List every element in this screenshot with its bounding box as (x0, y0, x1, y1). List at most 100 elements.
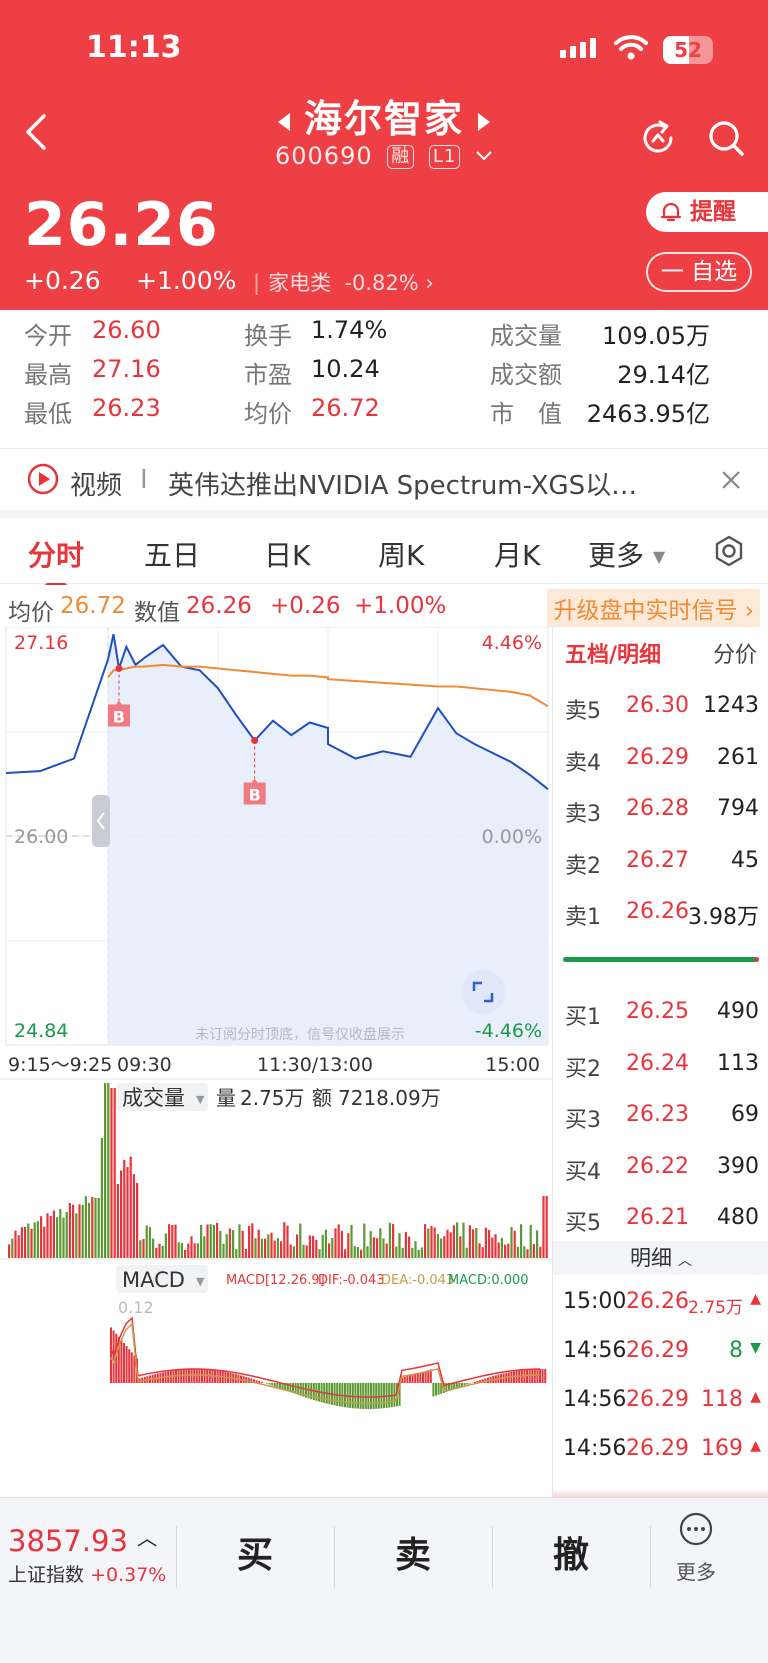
news-banner[interactable]: 视频 I 英伟达推出NVIDIA Spectrum-XGS以… (0, 448, 768, 518)
macd-bar (276, 1383, 279, 1388)
macd-bar (437, 1383, 440, 1395)
level-label: 卖4 (565, 750, 601, 776)
cancel-order-button[interactable]: 撤 (552, 1535, 589, 1576)
collapse-handle[interactable] (92, 795, 110, 847)
intraday-chart[interactable]: B B 27.16 4.46% 26.00 0.00% 24.84 -4.46% 未订阅分时顶底… (0, 627, 552, 1497)
volume-bar (520, 1224, 523, 1258)
volume-bar (408, 1236, 411, 1258)
volume-bar (292, 1246, 295, 1258)
macd-bar (258, 1381, 261, 1383)
price-area (108, 634, 548, 1045)
macd-bar (260, 1381, 263, 1383)
add-watchlist-button[interactable]: 一 自选 (646, 252, 752, 292)
macd-bar (286, 1383, 289, 1392)
macd-bar (123, 1343, 125, 1383)
macd-bar (422, 1371, 424, 1383)
level-volume: 390 (717, 1153, 759, 1179)
battery-percent: 52 (674, 38, 702, 62)
volume-bar (545, 1196, 548, 1258)
volume-bar (88, 1202, 91, 1258)
volume-bar (17, 1235, 20, 1258)
volume-bar (123, 1159, 126, 1258)
close-icon[interactable] (720, 469, 742, 491)
buy-signal-marker[interactable]: B (243, 737, 266, 805)
bottom-trade-bar: 3857.93 ︿ 上证指数 +0.37% 买 卖 撤 更多 (0, 1497, 768, 1663)
volume-bar (481, 1247, 484, 1258)
more-button[interactable]: 更多 (676, 1512, 716, 1585)
avg-label: 均价 (8, 600, 54, 626)
detail-toggle[interactable]: 明细 ︿ (553, 1241, 768, 1275)
volume-bar (43, 1226, 46, 1258)
tab-intraday[interactable]: 分时 (28, 534, 84, 588)
level-volume: 794 (717, 796, 759, 821)
back-arrow-icon[interactable] (24, 112, 48, 152)
volume-bar (523, 1246, 526, 1258)
refresh-icon[interactable] (638, 118, 678, 158)
macd-bar (195, 1369, 198, 1383)
sector-link[interactable]: | 家电类 -0.82% › (253, 271, 434, 295)
volume-bar (104, 1083, 107, 1258)
volume-bar (30, 1228, 33, 1258)
handle-bg (92, 795, 110, 847)
chevron-down-icon[interactable] (475, 150, 493, 162)
dea-line (109, 1322, 541, 1404)
more-trades-fade (553, 1489, 768, 1497)
buy-button[interactable]: 买 (236, 1535, 273, 1576)
settings-icon[interactable] (712, 534, 746, 568)
volume-bar (260, 1238, 263, 1258)
macd-bar (110, 1327, 112, 1383)
volume-bar (334, 1228, 337, 1258)
volume-bar (360, 1249, 363, 1258)
macd-bar (190, 1369, 193, 1383)
prev-stock-icon[interactable] (277, 112, 290, 131)
macd-bar (419, 1372, 422, 1383)
tab-more[interactable]: 更多 ▼ (588, 534, 665, 574)
macd-bar (198, 1369, 201, 1383)
remind-button[interactable]: 提醒 (646, 192, 768, 232)
volume-bar (283, 1222, 286, 1258)
macd-bar (182, 1369, 185, 1383)
search-icon[interactable] (706, 118, 746, 158)
macd-bar (281, 1383, 284, 1390)
volume-bar (433, 1227, 436, 1258)
macd-bar (188, 1369, 190, 1383)
chevron-left-icon (96, 812, 105, 830)
index-name-row: 上证指数 +0.37% (8, 1560, 166, 1587)
volume-bar (436, 1233, 439, 1258)
order-book: 五档/明细 分价 卖5 26.30 1243 卖4 26.29 261 卖3 26.28 794 卖2… (552, 627, 768, 1497)
volume-indicator-select[interactable] (116, 1083, 208, 1111)
macd-indicator-select[interactable] (116, 1265, 208, 1293)
trade-price: 26.29 (626, 1387, 689, 1412)
macd-bar (398, 1383, 401, 1406)
upgrade-signal-link[interactable]: 升级盘中实时信号 › (547, 589, 760, 627)
macd-bar (294, 1383, 297, 1394)
tab-weekly-k[interactable]: 周K (378, 539, 425, 572)
macd-bar (463, 1383, 466, 1386)
tab-daily-k[interactable]: 日K (264, 539, 311, 572)
buy-signal-marker[interactable]: B (108, 664, 130, 727)
fullscreen-icon[interactable] (461, 970, 505, 1014)
stat-5: 市盈 10.24 (244, 355, 380, 390)
volume-bar (315, 1239, 318, 1258)
volume-bar (193, 1243, 196, 1258)
trade-volume: 118 (701, 1387, 743, 1412)
tab-five-day[interactable]: 五日 (144, 539, 201, 572)
play-video-icon (27, 463, 59, 495)
stock-code-row: 600690 融 L1 (0, 142, 768, 170)
volume-bar (296, 1234, 299, 1258)
volume-bar (404, 1231, 407, 1258)
level-label: 买4 (565, 1159, 601, 1185)
stat-4: 换手 1.74% (244, 316, 387, 351)
sell-button[interactable]: 卖 (394, 1535, 431, 1576)
tab-monthly-k[interactable]: 月K (494, 539, 541, 572)
macd-bar (409, 1375, 411, 1383)
more-label: 更多 (676, 1560, 716, 1584)
volume-bar (347, 1233, 350, 1258)
volume-bar (494, 1234, 497, 1258)
macd-bar (255, 1380, 258, 1383)
index-quote[interactable]: 3857.93 ︿ (8, 1522, 157, 1558)
next-stock-icon[interactable] (478, 112, 490, 131)
level-price: 26.21 (626, 1205, 689, 1230)
macd-bar (435, 1383, 437, 1396)
volume-bar (350, 1224, 353, 1258)
